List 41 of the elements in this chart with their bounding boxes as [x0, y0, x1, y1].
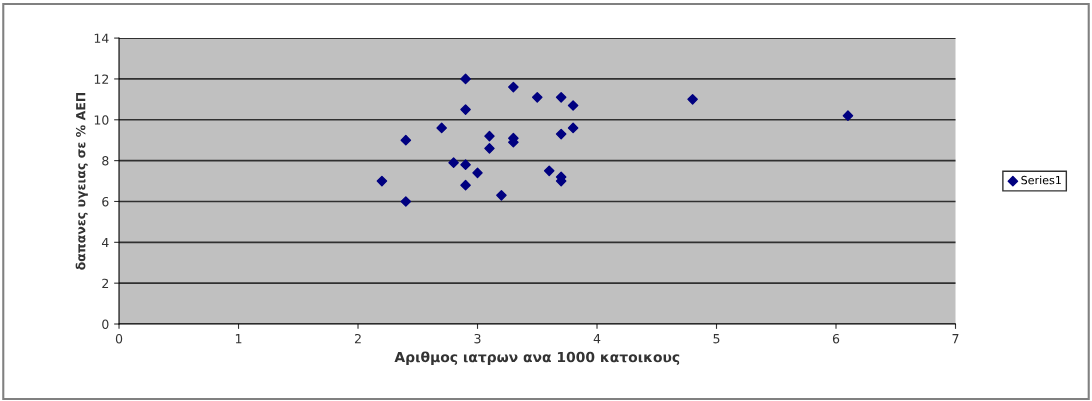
y-tick-label: 6	[102, 196, 109, 207]
x-tick-label: 3	[474, 333, 481, 344]
point	[400, 134, 412, 146]
y-axis-title: δαπανες υγειας σε % ΑΕΠ	[75, 92, 88, 270]
point	[496, 190, 507, 201]
point	[460, 159, 471, 171]
x-tick-label: 2	[354, 333, 361, 344]
point	[472, 167, 483, 179]
y-tick-label: 0	[102, 319, 109, 329]
x-tick-label: 5	[713, 334, 720, 344]
y-tick-label: 14	[94, 33, 109, 43]
x-tick-label: 7	[952, 334, 959, 344]
legend-label: Series1	[1021, 175, 1061, 185]
point	[687, 94, 698, 105]
y-tick-label: 12	[94, 74, 109, 84]
x-axis-title: Αριθμος ιατρων ανα 1000 κατοικους	[394, 351, 680, 365]
point	[400, 196, 412, 207]
point	[531, 92, 543, 103]
x-tick-label: 1	[235, 334, 242, 344]
x-tick-label: 4	[593, 334, 601, 344]
point	[460, 179, 471, 191]
point	[567, 100, 579, 111]
y-tick-label: 8	[102, 156, 109, 166]
point	[508, 81, 519, 93]
point	[484, 143, 495, 154]
point	[555, 92, 567, 103]
x-tick-label: 6	[832, 333, 840, 344]
point	[460, 73, 471, 85]
point	[543, 165, 555, 177]
point	[567, 122, 579, 134]
point	[555, 128, 567, 140]
y-tick-label: 4	[101, 237, 109, 248]
point	[448, 157, 459, 168]
point	[460, 104, 471, 115]
point	[842, 110, 854, 122]
point	[484, 130, 495, 142]
point	[436, 122, 447, 134]
point	[376, 175, 388, 187]
y-tick-label: 2	[102, 278, 109, 288]
x-tick-label: 0	[115, 333, 123, 344]
y-tick-label: 10	[94, 115, 109, 125]
